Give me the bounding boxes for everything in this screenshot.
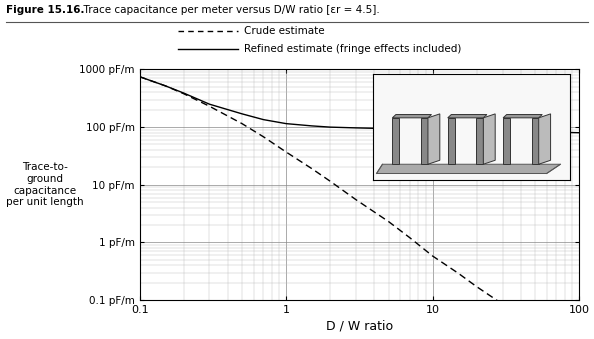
- Text: Trace capacitance per meter versus D/W ratio [εr = 4.5].: Trace capacitance per meter versus D/W r…: [77, 5, 380, 15]
- Text: Figure 15.16.: Figure 15.16.: [6, 5, 84, 15]
- Text: Refined estimate (fringe effects included): Refined estimate (fringe effects include…: [244, 44, 461, 54]
- X-axis label: D / W ratio: D / W ratio: [326, 319, 393, 332]
- Text: Crude estimate: Crude estimate: [244, 25, 324, 36]
- Text: Trace-to-
ground
capacitance
per unit length: Trace-to- ground capacitance per unit le…: [6, 162, 84, 207]
